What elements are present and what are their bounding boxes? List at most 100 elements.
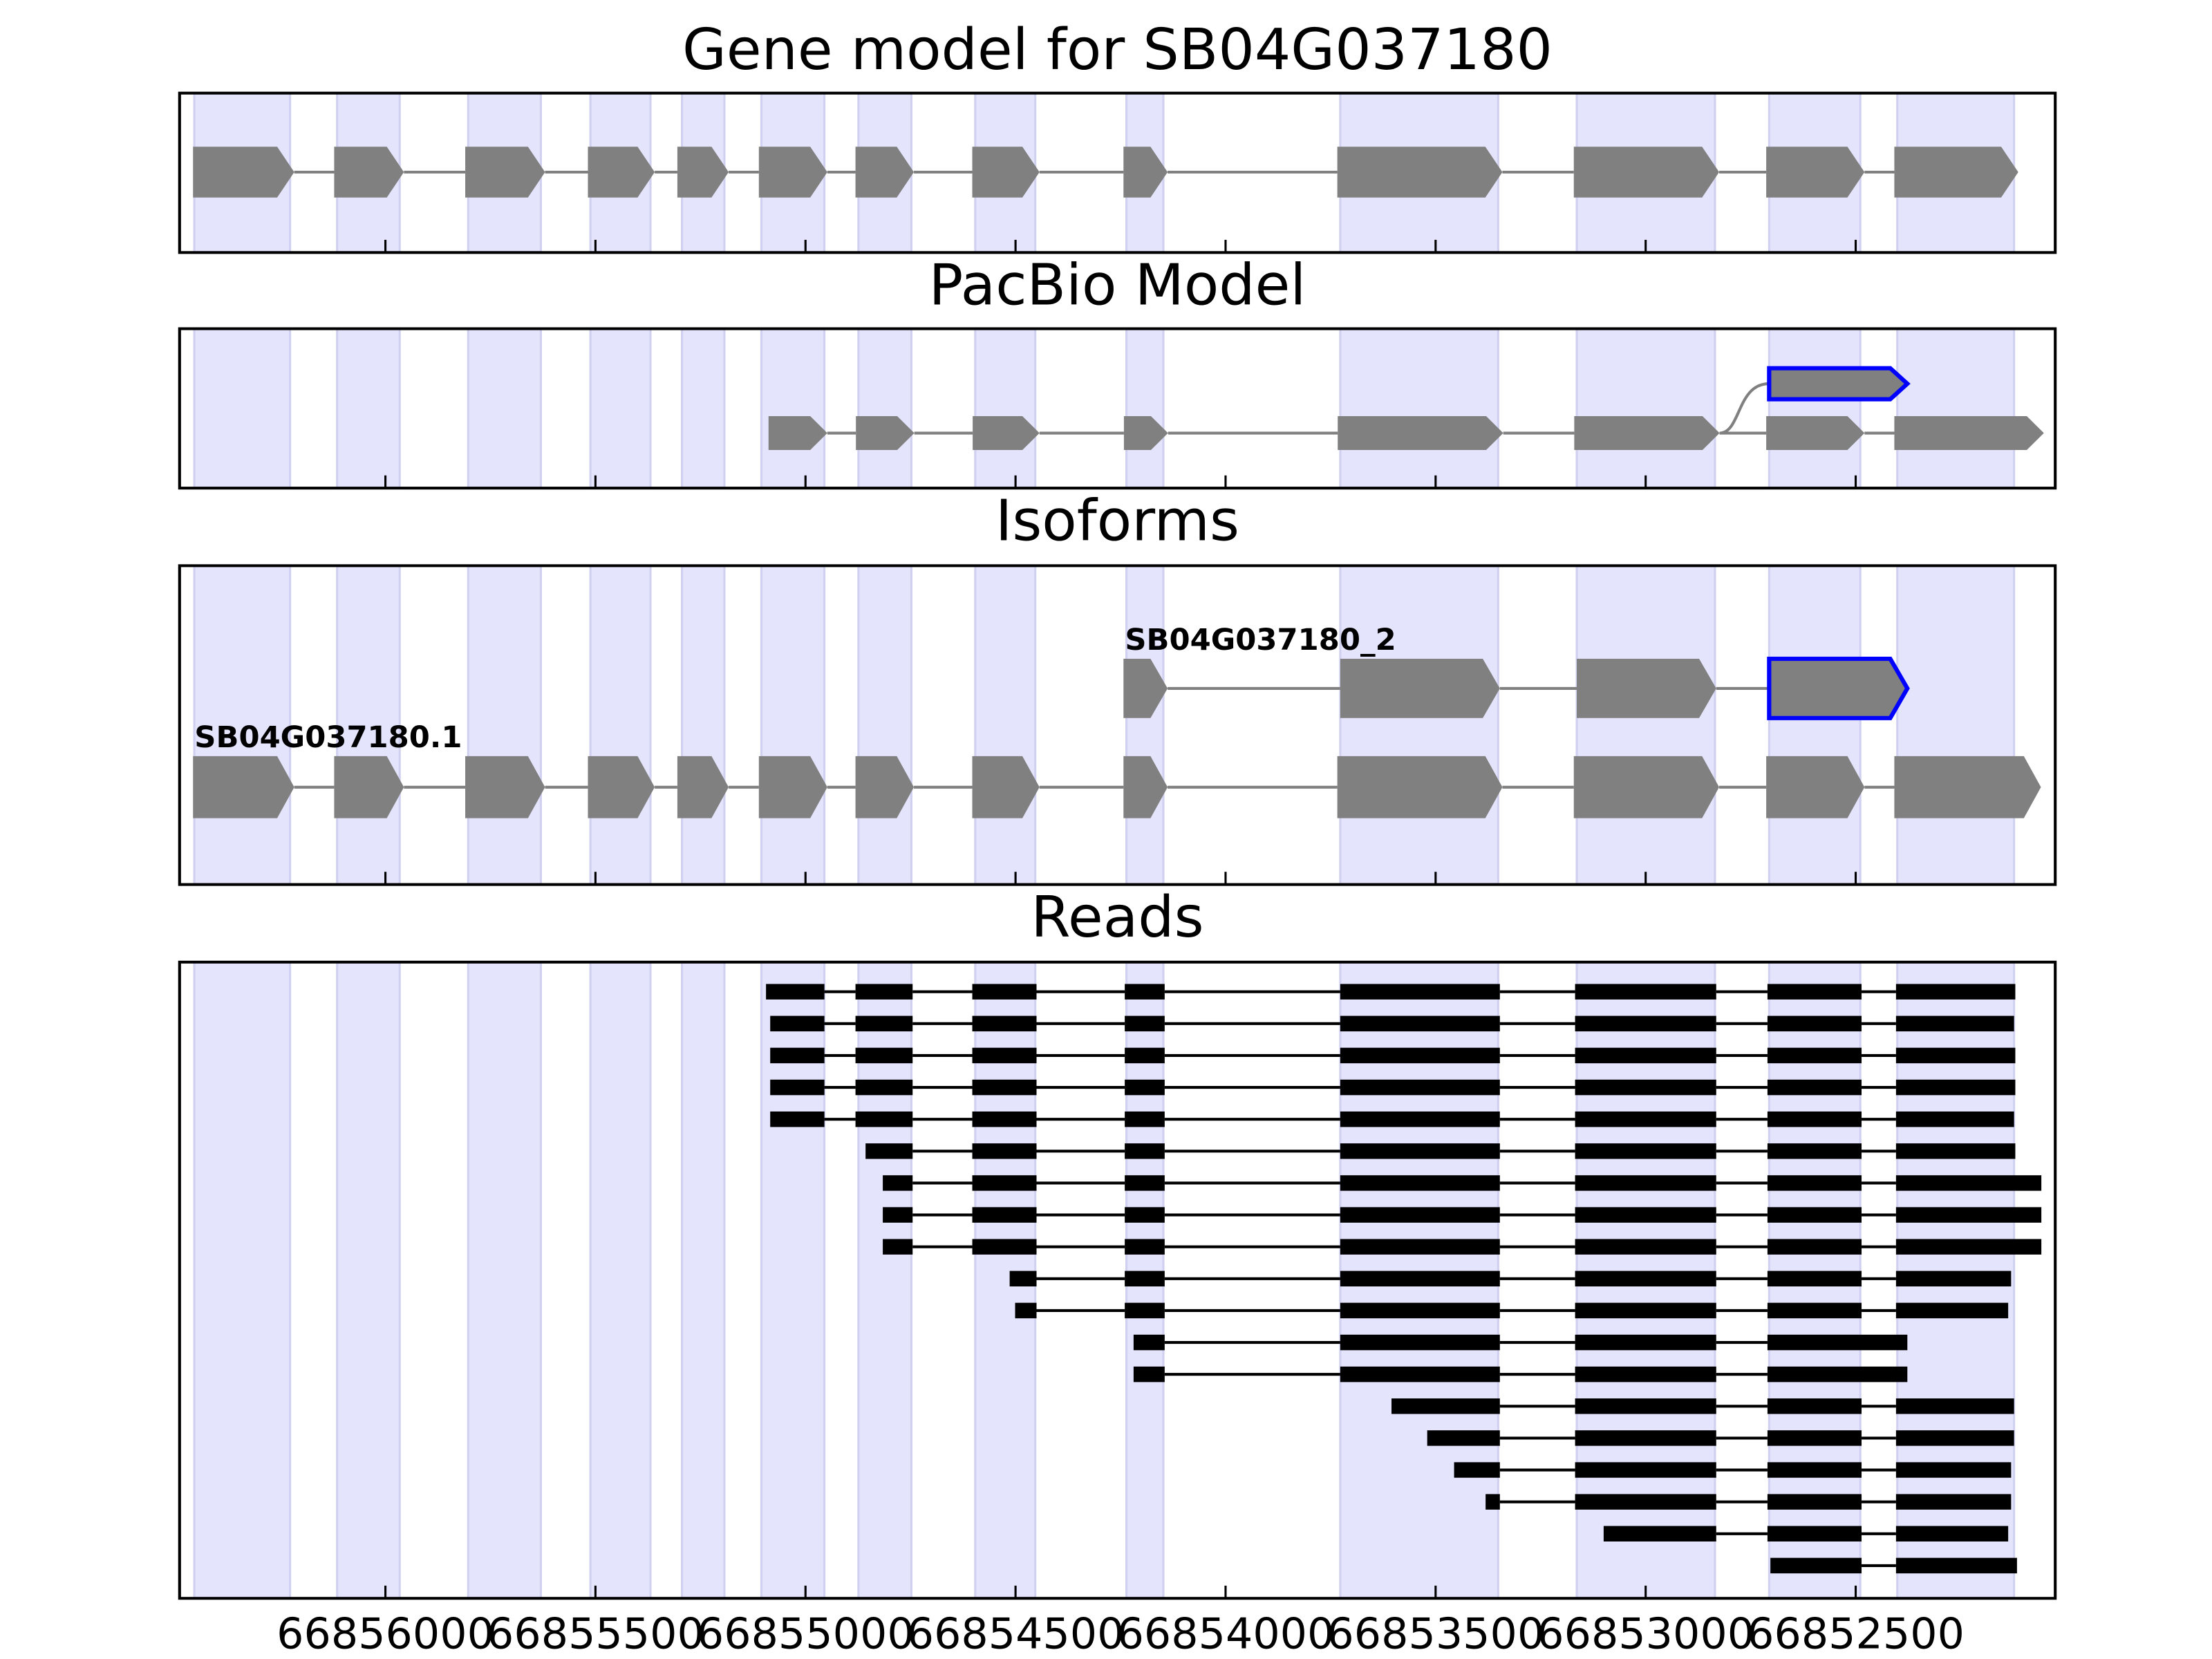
exon <box>1123 756 1168 818</box>
exon-band <box>760 961 826 1600</box>
read-exon <box>972 1015 1037 1032</box>
exon-band <box>857 564 912 886</box>
exon-band <box>336 961 401 1600</box>
read-exon <box>1575 1462 1716 1478</box>
exon-band <box>857 961 912 1600</box>
exon-band <box>760 564 826 886</box>
read-exon <box>1340 1207 1500 1223</box>
read-exon <box>972 1207 1037 1223</box>
exon-band <box>589 327 652 489</box>
read-exon <box>1767 984 1862 1000</box>
read-exon <box>1133 1334 1165 1351</box>
exon <box>1123 416 1168 451</box>
read-exon <box>1895 1398 2014 1414</box>
read-exon <box>972 1047 1037 1064</box>
read-exon <box>1575 1015 1716 1032</box>
exon-band <box>589 961 652 1600</box>
x-tick-label: 66853500 <box>1327 1609 1544 1659</box>
read-exon <box>1575 1398 1716 1414</box>
read-exon <box>770 1111 825 1127</box>
read-exon <box>883 1239 913 1255</box>
exon-band <box>1339 327 1499 489</box>
read-exon <box>1340 1334 1500 1351</box>
exon-band <box>467 327 542 489</box>
exon-band <box>1125 564 1165 886</box>
exon-band <box>974 564 1037 886</box>
exon <box>1894 416 2044 451</box>
read-exon <box>1125 1302 1165 1319</box>
exon <box>855 147 915 198</box>
exon-band <box>589 564 652 886</box>
read-exon <box>1125 1175 1165 1191</box>
exon-band <box>1768 327 1862 489</box>
read-exon <box>1767 1430 1862 1446</box>
exon-band <box>1575 327 1716 489</box>
read-exon <box>855 984 913 1000</box>
exon <box>465 756 545 818</box>
read-exon <box>1895 1271 2012 1287</box>
exon-band <box>467 961 542 1600</box>
read-exon <box>1575 1366 1716 1382</box>
read-exon <box>1767 1366 1908 1382</box>
exon <box>677 147 729 198</box>
read-exon <box>1340 1111 1500 1127</box>
read-exon <box>855 1047 913 1064</box>
exon-band <box>193 327 292 489</box>
exon <box>1766 416 1865 451</box>
x-tick-label: 66856000 <box>276 1609 494 1659</box>
read-exon <box>1770 1557 1862 1574</box>
exon <box>588 147 655 198</box>
read-exon <box>1767 1494 1862 1510</box>
read-exon <box>1427 1430 1500 1446</box>
read-exon <box>1125 1079 1165 1096</box>
exon-band <box>1125 327 1165 489</box>
read-exon <box>770 1015 825 1032</box>
exon <box>1123 659 1168 718</box>
read-exon <box>1340 1175 1500 1191</box>
read-exon <box>883 1207 913 1223</box>
exon <box>1338 416 1503 451</box>
exon-band <box>857 327 912 489</box>
read-exon <box>1575 1334 1716 1351</box>
read-exon <box>1575 1302 1716 1319</box>
x-tick-label: 66852500 <box>1747 1609 1965 1659</box>
read-exon <box>1895 1207 2042 1223</box>
junction <box>1719 382 1770 435</box>
read-exon <box>1895 1494 2012 1510</box>
read-exon <box>1340 1271 1500 1287</box>
read-exon <box>1015 1302 1037 1319</box>
panel-frame <box>178 960 2057 1600</box>
exon-band <box>1896 327 2016 489</box>
read-exon <box>1340 1015 1500 1032</box>
exon <box>588 756 655 818</box>
exon <box>1340 659 1500 718</box>
x-tick-label: 66854500 <box>907 1609 1125 1659</box>
exon <box>1574 416 1720 451</box>
exon-band <box>760 327 826 489</box>
x-tick-label: 66855500 <box>487 1609 704 1659</box>
read-exon <box>1767 1143 1862 1159</box>
read-exon <box>1767 1175 1862 1191</box>
panel-frame <box>178 327 2057 490</box>
read-exon <box>1133 1366 1165 1382</box>
read-exon <box>1125 1111 1165 1127</box>
read-exon <box>1340 1143 1500 1159</box>
read-exon <box>1767 1207 1862 1223</box>
read-exon <box>1575 1430 1716 1446</box>
read-exon <box>972 1079 1037 1096</box>
read-exon <box>865 1143 913 1159</box>
exon <box>1337 756 1503 818</box>
read-exon <box>1340 1047 1500 1064</box>
read-exon <box>1767 1047 1862 1064</box>
exon-band <box>681 961 726 1600</box>
read-exon <box>1391 1398 1500 1414</box>
isoform-label: SB04G037180.1 <box>194 720 462 755</box>
read-exon <box>1767 1398 1862 1414</box>
novel-exon <box>1767 366 1911 402</box>
read-exon <box>1340 1302 1500 1319</box>
read-exon <box>1895 1143 2016 1159</box>
panel-title: PacBio Model <box>929 253 1306 319</box>
read-exon <box>1340 1366 1500 1382</box>
